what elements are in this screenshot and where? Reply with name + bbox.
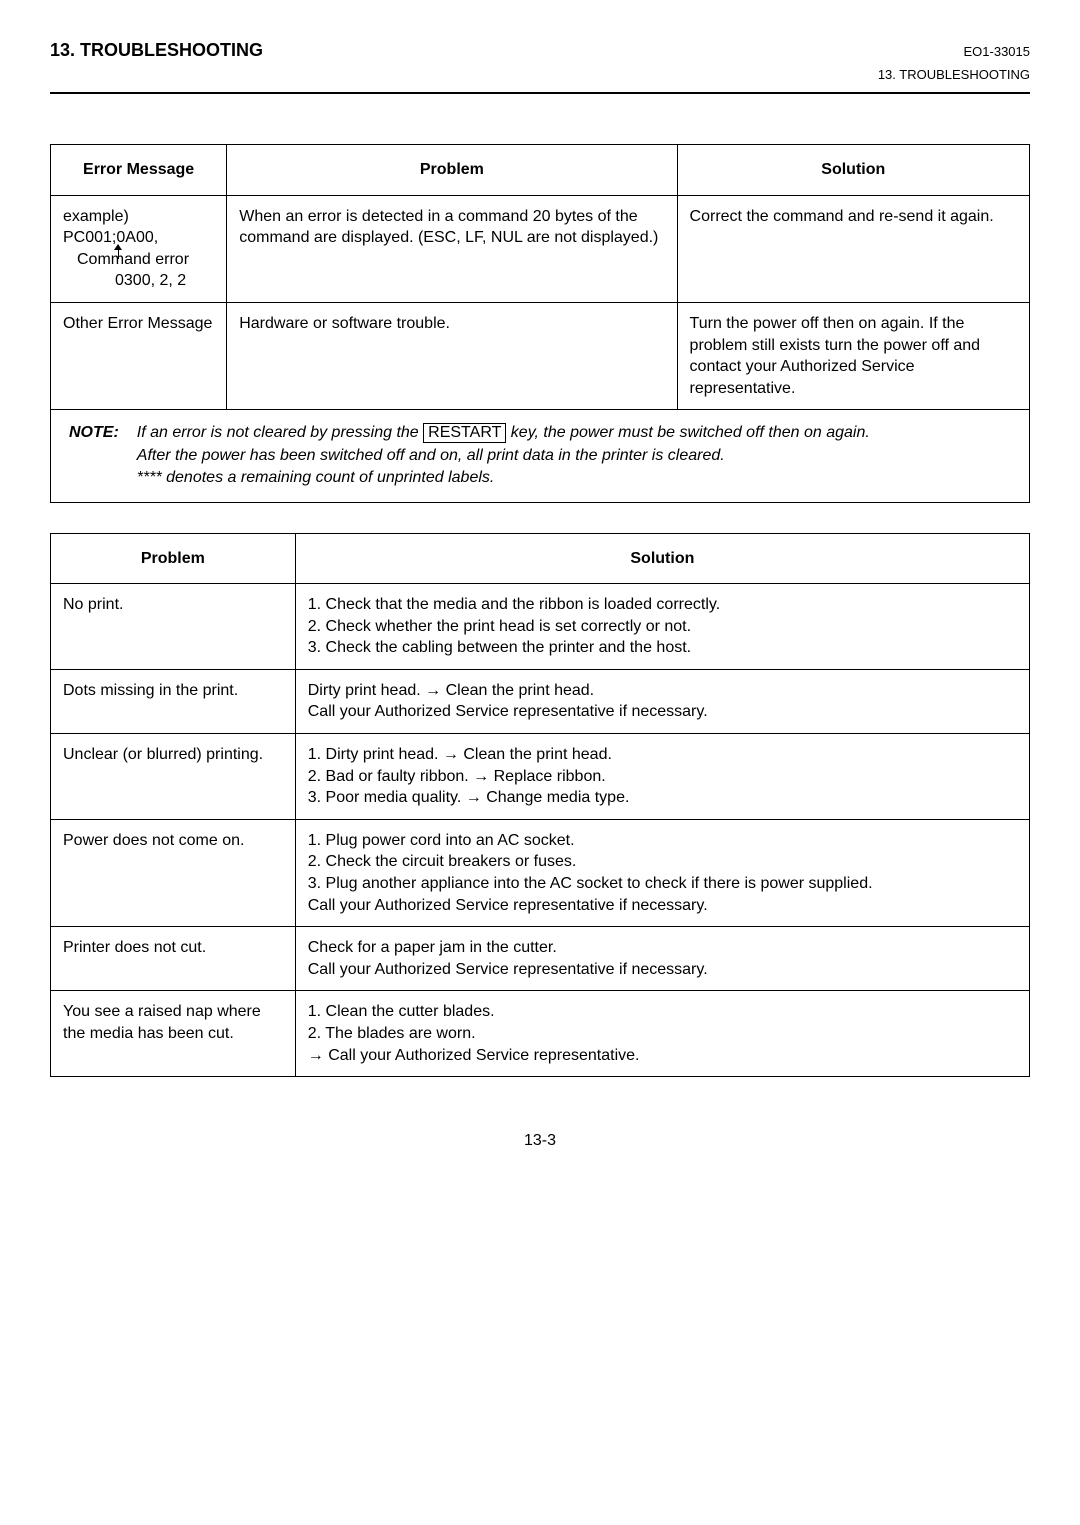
col-header: Error Message: [51, 145, 227, 196]
header-doc-id: EO1-33015: [964, 44, 1031, 59]
table-row: Dots missing in the print. Dirty print h…: [51, 669, 1030, 733]
note-body: If an error is not cleared by pressing t…: [137, 422, 1011, 489]
solution-cell: 1. Check that the media and the ribbon i…: [295, 584, 1029, 670]
table-header-row: Error Message Problem Solution: [51, 145, 1030, 196]
solution-cell: Check for a paper jam in the cutter. Cal…: [295, 927, 1029, 991]
note-text: key, the power must be switched off then…: [506, 424, 869, 441]
problem-table: Problem Solution No print. 1. Check that…: [50, 533, 1030, 1078]
col-header: Solution: [295, 533, 1029, 584]
error-message-cell: example) PC001;0A00, Command error 0300,…: [51, 195, 227, 302]
problem-cell: Power does not come on.: [51, 819, 296, 926]
page-header: 13. TROUBLESHOOTING EO1-33015: [50, 40, 1030, 61]
header-divider: [50, 92, 1030, 94]
note-row: NOTE: If an error is not cleared by pres…: [51, 410, 1030, 502]
note-line: **** denotes a remaining count of unprin…: [137, 467, 1011, 489]
col-header: Problem: [227, 145, 677, 196]
solution-cell: Turn the power off then on again. If the…: [677, 302, 1029, 409]
problem-cell: Printer does not cut.: [51, 927, 296, 991]
table-row: You see a raised nap where the media has…: [51, 991, 1030, 1077]
problem-cell: Unclear (or blurred) printing.: [51, 734, 296, 820]
col-header: Solution: [677, 145, 1029, 196]
table-row: No print. 1. Check that the media and th…: [51, 584, 1030, 670]
msg-line: Command error: [63, 249, 214, 271]
msg-line: example): [63, 206, 214, 228]
table-row: Unclear (or blurred) printing. 1. Dirty …: [51, 734, 1030, 820]
restart-key-box: RESTART: [423, 423, 506, 443]
note-text: If an error is not cleared by pressing t…: [137, 424, 423, 441]
page-number: 13-3: [50, 1132, 1030, 1150]
error-message-cell: Other Error Message: [51, 302, 227, 409]
msg-line: 0300, 2, 2: [63, 270, 214, 292]
problem-cell: No print.: [51, 584, 296, 670]
error-table: Error Message Problem Solution example) …: [50, 144, 1030, 503]
note-line: If an error is not cleared by pressing t…: [137, 422, 1011, 444]
solution-cell: 1. Dirty print head. → Clean the print h…: [295, 734, 1029, 820]
msg-text: PC001;0A00,: [63, 229, 158, 246]
problem-cell: Hardware or software trouble.: [227, 302, 677, 409]
problem-cell: Dots missing in the print.: [51, 669, 296, 733]
note-cell: NOTE: If an error is not cleared by pres…: [51, 410, 1030, 502]
header-breadcrumb: 13. TROUBLESHOOTING: [50, 67, 1030, 82]
note-label: NOTE:: [69, 422, 119, 489]
note-line: After the power has been switched off an…: [137, 445, 1011, 467]
table-row: Other Error Message Hardware or software…: [51, 302, 1030, 409]
header-title: 13. TROUBLESHOOTING: [50, 40, 263, 61]
arrow-line-icon: [118, 245, 119, 259]
table-row: Power does not come on. 1. Plug power co…: [51, 819, 1030, 926]
msg-line-with-pointer: PC001;0A00,: [63, 227, 158, 249]
col-header: Problem: [51, 533, 296, 584]
table-header-row: Problem Solution: [51, 533, 1030, 584]
solution-cell: Correct the command and re-send it again…: [677, 195, 1029, 302]
solution-cell: 1. Plug power cord into an AC socket. 2.…: [295, 819, 1029, 926]
table-row: example) PC001;0A00, Command error 0300,…: [51, 195, 1030, 302]
table-row: Printer does not cut. Check for a paper …: [51, 927, 1030, 991]
solution-cell: 1. Clean the cutter blades. 2. The blade…: [295, 991, 1029, 1077]
problem-cell: You see a raised nap where the media has…: [51, 991, 296, 1077]
solution-cell: Dirty print head. → Clean the print head…: [295, 669, 1029, 733]
problem-cell: When an error is detected in a command 2…: [227, 195, 677, 302]
